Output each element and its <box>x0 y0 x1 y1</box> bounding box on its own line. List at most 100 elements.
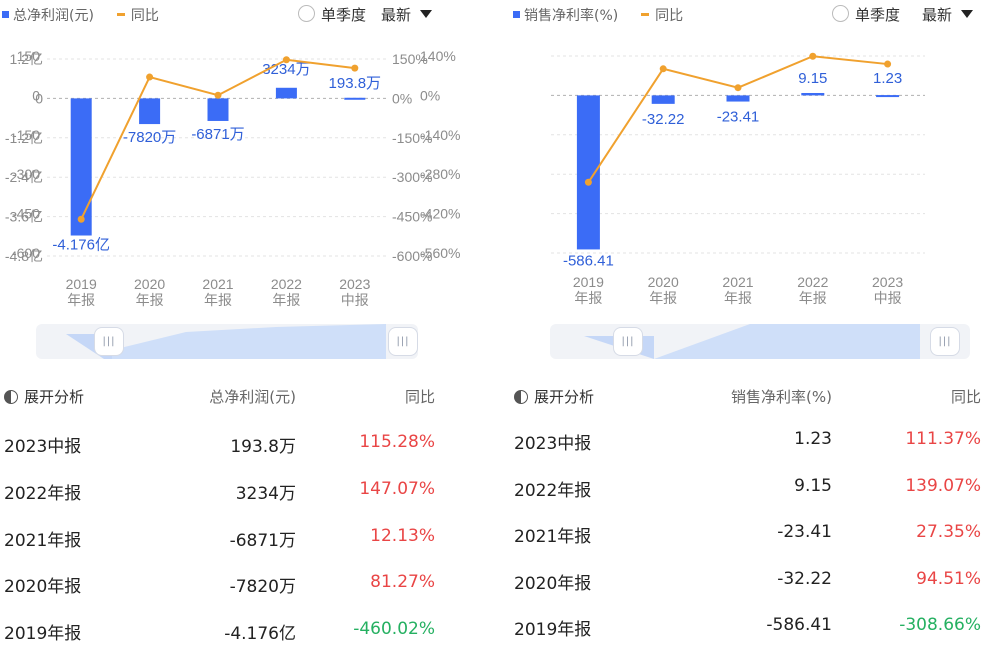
quarterly-label: 单季度 <box>855 6 901 24</box>
quarterly-label: 单季度 <box>321 6 367 24</box>
yoy-cell: 115.28% <box>359 432 435 452</box>
x-tick-type: 中报 <box>341 292 369 308</box>
expand-analysis-button[interactable]: 展开分析 <box>514 386 594 407</box>
period-cell: 2019年报 <box>4 624 82 644</box>
x-tick-year: 2019 <box>573 274 604 290</box>
line-legend-swatch <box>116 12 125 16</box>
yoy-cell: 27.35% <box>916 522 981 542</box>
bar <box>344 97 366 100</box>
bar-value-label: -7820万 <box>123 129 176 146</box>
x-tick-type: 年报 <box>724 290 752 306</box>
y-right-tick-label: 0% <box>392 90 412 106</box>
yoy-cell: 111.37% <box>905 429 981 449</box>
range-start-handle[interactable]: ||| <box>94 327 124 356</box>
value-cell: -32.22 <box>777 569 832 589</box>
y-left-tick-label: -600 <box>12 245 40 261</box>
y-right-tick-label: 150% <box>392 51 428 67</box>
yoy-point <box>659 65 667 73</box>
x-tick-year: 2022 <box>271 276 302 292</box>
y-right-tick-label: -560% <box>420 245 460 261</box>
x-tick-year: 2020 <box>134 276 165 292</box>
range-end-handle[interactable]: ||| <box>930 327 960 356</box>
quarterly-radio[interactable]: 单季度 <box>298 4 366 25</box>
table-row: 2020年报 -7820万 81.27% <box>0 572 490 600</box>
x-tick-type: 年报 <box>204 292 232 308</box>
y-left-tick-label: 1.2亿 <box>10 51 43 67</box>
range-start-handle[interactable]: ||| <box>613 327 643 356</box>
x-tick-type: 中报 <box>874 290 902 306</box>
yoy-cell: 81.27% <box>370 572 435 592</box>
y-left-tick-label: -4.8亿 <box>5 248 43 264</box>
grip-icon: ||| <box>621 336 635 347</box>
y-right-tick-label: -450% <box>392 209 432 225</box>
y-right-tick-label: -280% <box>420 166 460 182</box>
expand-analysis-button[interactable]: 展开分析 <box>4 386 84 407</box>
yoy-point <box>351 64 359 72</box>
table-row: 2020年报 -32.22 94.51% <box>507 569 997 597</box>
x-tick-type: 年报 <box>574 290 602 306</box>
column-header-yoy: 同比 <box>404 388 435 406</box>
table-row: 2023中报 193.8万 115.28% <box>0 432 490 460</box>
bar-legend-swatch <box>513 10 520 18</box>
y-left-tick-label: 0 <box>35 90 43 106</box>
y-left-tick-label: 150 <box>17 48 41 64</box>
y-right-tick-label: 0% <box>420 87 440 103</box>
yoy-cell: -460.02% <box>353 619 435 639</box>
y-right-tick-label: -150% <box>392 130 432 146</box>
value-cell: 3234万 <box>235 484 296 504</box>
latest-dropdown[interactable]: 最新 <box>381 4 433 25</box>
y-right-tick-label: -420% <box>420 206 460 222</box>
y-left-tick-label: -450 <box>12 206 40 222</box>
period-cell: 2019年报 <box>514 620 592 640</box>
range-end-handle[interactable]: ||| <box>388 327 418 356</box>
y-right-tick-label: -140% <box>420 127 460 143</box>
value-cell: -6871万 <box>229 531 296 551</box>
yoy-cell: 147.07% <box>359 479 435 499</box>
value-cell: -23.41 <box>777 522 832 542</box>
net-profit-panel: 总净利润(元) 同比 单季度 最新 1.2亿 150% 0 0% -1.2亿 -150% -… <box>0 0 490 659</box>
latest-dropdown[interactable]: 最新 <box>922 4 974 25</box>
chart-range-slider[interactable]: ||| ||| <box>550 324 970 359</box>
y-left-tick-label: 0 <box>32 87 40 103</box>
x-tick-year: 2019 <box>66 276 97 292</box>
quarterly-radio[interactable]: 单季度 <box>832 4 900 25</box>
column-header-yoy: 同比 <box>950 388 981 406</box>
bar-value-label: -23.41 <box>717 109 760 126</box>
table-row: 2022年报 3234万 147.07% <box>0 479 490 507</box>
x-tick-year: 2023 <box>872 274 903 290</box>
radio-circle-icon <box>832 5 849 22</box>
x-tick-year: 2020 <box>648 274 679 290</box>
bar-value-label: -4.176亿 <box>52 237 110 254</box>
period-cell: 2023中报 <box>514 434 592 454</box>
chart-range-slider[interactable]: ||| ||| <box>36 324 418 359</box>
bar-value-label: -586.41 <box>563 252 614 269</box>
yoy-point <box>884 60 892 68</box>
x-tick-year: 2021 <box>722 274 753 290</box>
grip-icon: ||| <box>938 336 952 347</box>
line-legend-label: 同比 <box>655 8 684 24</box>
yoy-point <box>734 84 742 92</box>
value-cell: -4.176亿 <box>224 624 296 644</box>
bar <box>651 95 675 104</box>
value-cell: 9.15 <box>794 476 832 496</box>
y-left-tick-label: -2.4亿 <box>5 169 43 185</box>
period-cell: 2023中报 <box>4 437 82 457</box>
bar <box>70 98 92 236</box>
table-row: 2021年报 -23.41 27.35% <box>507 522 997 550</box>
line-legend-label: 同比 <box>130 8 159 24</box>
value-cell: -586.41 <box>766 615 832 635</box>
yoy-point <box>282 56 290 64</box>
x-tick-type: 年报 <box>272 292 300 308</box>
bar <box>801 92 825 96</box>
y-right-tick-label: -300% <box>392 169 432 185</box>
bar <box>275 87 297 99</box>
x-tick-type: 年报 <box>799 290 827 306</box>
legend: 销售净利率(%) 同比 <box>513 5 683 25</box>
value-cell: 193.8万 <box>230 437 296 457</box>
value-cell: -7820万 <box>229 577 296 597</box>
value-cell: 1.23 <box>794 429 832 449</box>
column-header-value: 总净利润(元) <box>209 388 296 406</box>
y-right-tick-label: -600% <box>392 248 432 264</box>
period-cell: 2021年报 <box>4 531 82 551</box>
yoy-cell: 139.07% <box>905 476 981 496</box>
